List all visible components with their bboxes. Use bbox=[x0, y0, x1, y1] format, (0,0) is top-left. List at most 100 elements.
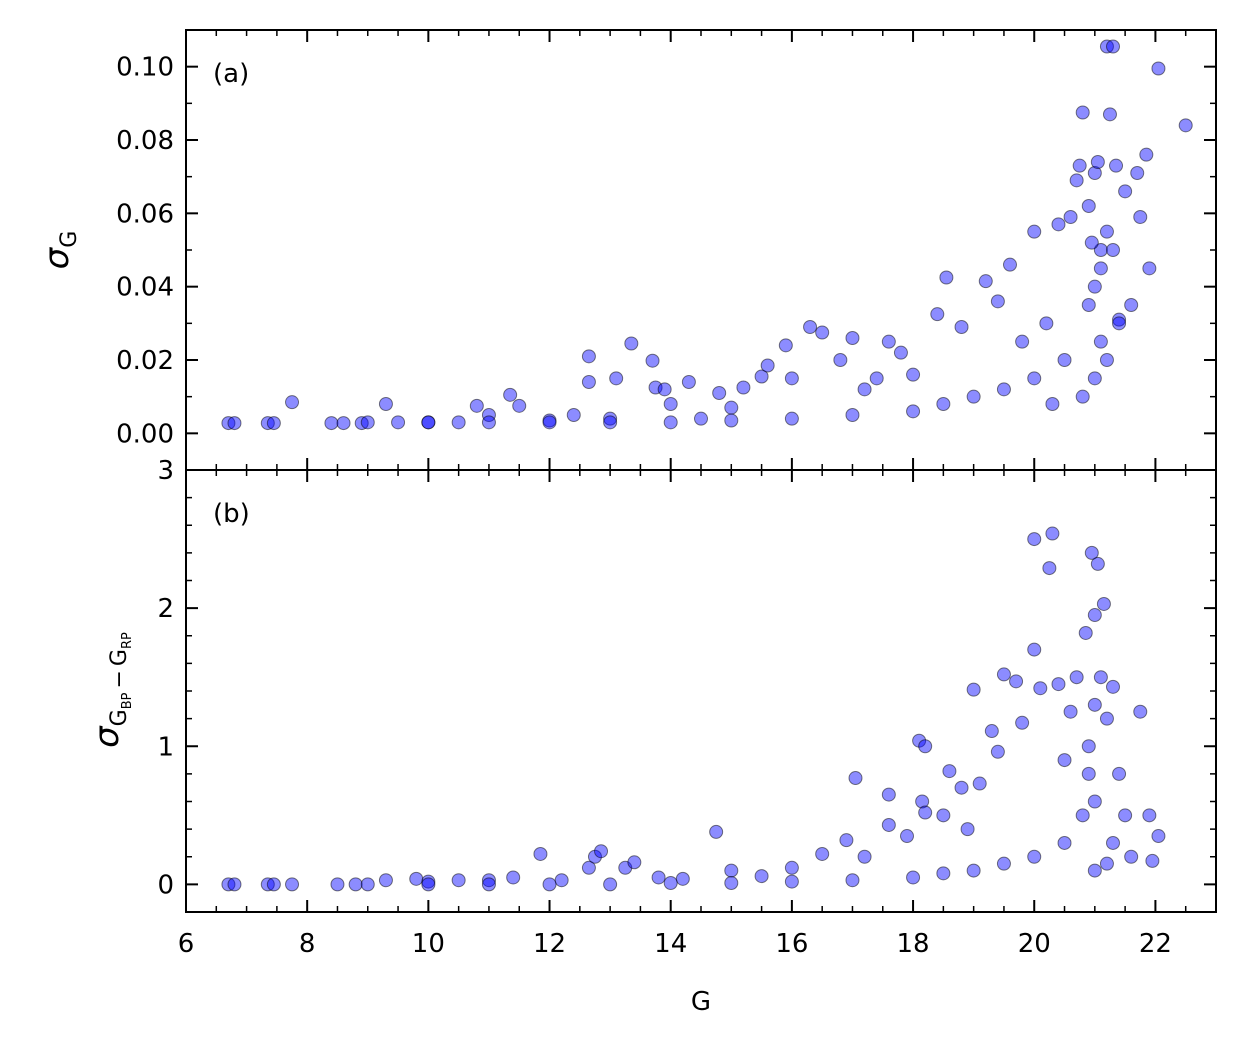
data-point bbox=[451, 873, 466, 888]
plot-frame bbox=[185, 29, 1217, 471]
data-point bbox=[657, 382, 672, 397]
data-point bbox=[978, 274, 993, 289]
data-point bbox=[469, 398, 484, 413]
data-point bbox=[603, 415, 618, 430]
y-tick-label: 0.08 bbox=[116, 126, 174, 156]
data-point bbox=[360, 415, 375, 430]
data-point bbox=[900, 829, 914, 844]
data-point bbox=[663, 415, 678, 430]
y-tick-label: 0.10 bbox=[116, 53, 174, 83]
data-point bbox=[1090, 155, 1105, 169]
data-point bbox=[603, 877, 618, 892]
y-label-symbol: σ bbox=[87, 725, 127, 748]
y-tick-label: 1 bbox=[157, 732, 174, 762]
data-point bbox=[1087, 863, 1102, 878]
data-point bbox=[1027, 371, 1042, 386]
data-point bbox=[324, 416, 339, 431]
data-point bbox=[857, 849, 872, 864]
data-point bbox=[1109, 158, 1124, 173]
x-tick-label: 10 bbox=[412, 929, 445, 959]
data-point bbox=[918, 739, 933, 754]
y-label-symbol: σ bbox=[37, 246, 77, 269]
data-point bbox=[1093, 670, 1108, 685]
data-point bbox=[694, 411, 708, 426]
data-point bbox=[581, 349, 596, 364]
data-point bbox=[627, 855, 642, 870]
y-tick-label: 0.02 bbox=[116, 346, 174, 376]
data-point bbox=[421, 415, 436, 430]
data-point bbox=[918, 805, 933, 820]
x-tick-label: 6 bbox=[178, 929, 195, 959]
data-point bbox=[1139, 147, 1154, 162]
data-point bbox=[1015, 715, 1030, 730]
x-tick-label: 12 bbox=[533, 929, 566, 959]
data-point bbox=[1087, 697, 1102, 712]
y-tick-label: 0.06 bbox=[116, 199, 174, 229]
data-point bbox=[285, 395, 300, 410]
data-point bbox=[815, 846, 830, 861]
data-point bbox=[942, 764, 957, 779]
data-point bbox=[848, 771, 863, 786]
data-point bbox=[506, 870, 521, 885]
x-tick-label: 20 bbox=[1018, 929, 1051, 959]
data-point bbox=[1151, 61, 1166, 76]
data-point bbox=[1042, 561, 1057, 576]
x-tick-label: 8 bbox=[299, 929, 316, 959]
data-point bbox=[1087, 166, 1102, 180]
data-point bbox=[936, 866, 951, 881]
data-point bbox=[1099, 224, 1114, 239]
data-point bbox=[815, 325, 830, 340]
data-point bbox=[966, 863, 981, 878]
data-point bbox=[1057, 835, 1072, 850]
y-label-subsub: RP bbox=[120, 632, 135, 649]
data-point bbox=[409, 871, 424, 886]
x-tick-label: 22 bbox=[1139, 929, 1172, 959]
data-point bbox=[1057, 753, 1072, 768]
data-point bbox=[1051, 217, 1066, 232]
data-point bbox=[712, 386, 727, 400]
data-point bbox=[266, 877, 281, 892]
data-point bbox=[960, 822, 975, 837]
data-point bbox=[869, 371, 884, 386]
data-point bbox=[1099, 856, 1114, 871]
y-tick-label: 2 bbox=[157, 594, 174, 624]
data-point bbox=[881, 787, 896, 802]
data-point bbox=[754, 369, 769, 384]
data-point bbox=[1075, 105, 1090, 120]
data-point bbox=[1106, 835, 1120, 850]
data-point bbox=[481, 877, 496, 892]
data-point bbox=[881, 334, 896, 349]
data-point bbox=[1102, 107, 1117, 122]
data-point bbox=[1106, 39, 1120, 54]
data-point bbox=[954, 320, 969, 334]
data-point bbox=[906, 367, 921, 382]
y-tick-label: 0.04 bbox=[116, 273, 174, 303]
data-point bbox=[648, 380, 663, 395]
data-point bbox=[421, 877, 436, 892]
x-tick-label: 18 bbox=[897, 929, 930, 959]
data-point bbox=[936, 397, 951, 411]
data-point bbox=[784, 860, 799, 875]
data-point bbox=[845, 331, 860, 345]
y-label-sub: G bbox=[107, 649, 132, 666]
data-point bbox=[1081, 766, 1096, 781]
data-point bbox=[906, 870, 921, 885]
data-point bbox=[1112, 312, 1127, 327]
data-point bbox=[784, 371, 799, 386]
data-point bbox=[594, 844, 609, 859]
data-point bbox=[1142, 261, 1157, 276]
data-point bbox=[1081, 199, 1096, 213]
data-point bbox=[1099, 353, 1114, 367]
data-point bbox=[512, 398, 527, 413]
data-point bbox=[845, 873, 860, 888]
y-axis-label: σG bbox=[37, 231, 82, 270]
data-point bbox=[1069, 173, 1084, 188]
y-label-subsub: BP bbox=[120, 692, 135, 709]
data-point bbox=[1087, 608, 1102, 623]
data-point bbox=[893, 345, 908, 360]
data-point bbox=[915, 794, 930, 809]
data-point bbox=[1075, 808, 1090, 823]
data-point bbox=[285, 877, 300, 892]
data-point bbox=[1145, 853, 1160, 868]
data-point bbox=[724, 413, 739, 428]
